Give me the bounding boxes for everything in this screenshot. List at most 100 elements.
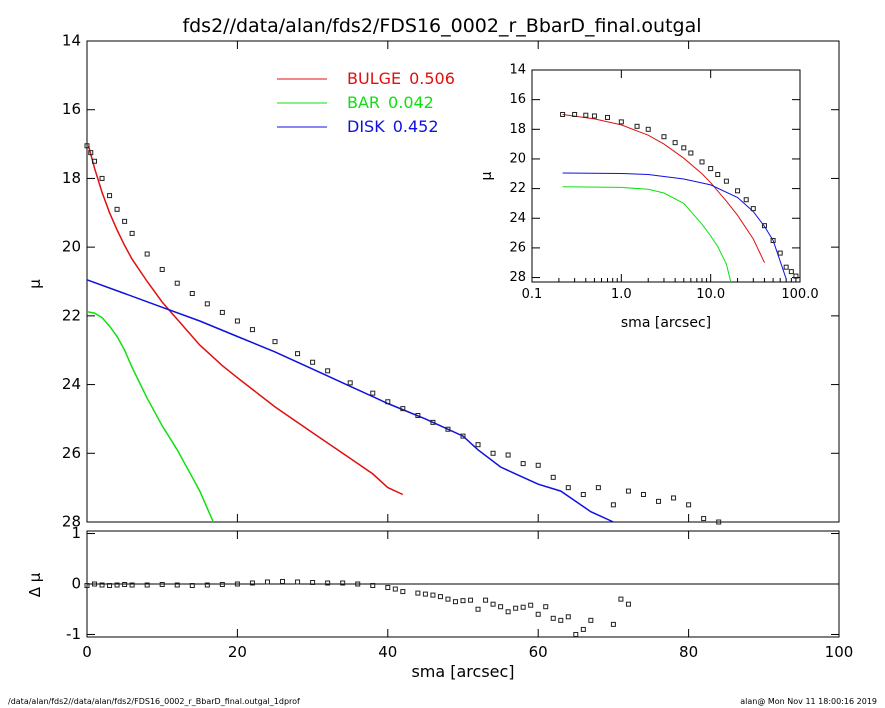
residual-x-label: sma [arcsec] [411, 662, 514, 681]
inset-y-tick-label: 24 [509, 211, 526, 226]
main-data-point [174, 280, 180, 286]
resid-data-point [452, 599, 458, 605]
resid-data-point [129, 582, 135, 588]
residual-series-group [84, 578, 839, 637]
inset-data-point [708, 166, 714, 172]
inset-x-tick-label: 1.0 [611, 287, 632, 302]
residual-y-label: Δ μ [26, 572, 44, 597]
inset-y-label: μ [479, 171, 495, 180]
inset-data-point [681, 145, 687, 151]
resid-data-point [550, 615, 556, 621]
resid-data-point [204, 582, 210, 588]
main-data-point [234, 318, 240, 324]
inset-plot-frame [531, 69, 801, 283]
main-bar-line [86, 310, 214, 523]
resid-data-point [580, 626, 586, 632]
resid-data-point [219, 582, 225, 588]
main-y-tick-label: 24 [62, 375, 81, 393]
main-data-point [92, 158, 98, 164]
main-data-point [219, 309, 225, 315]
main-data-point [430, 419, 436, 425]
main-data-point [671, 495, 677, 501]
resid-y-tick-label: 0 [71, 575, 81, 593]
main-data-point [400, 406, 406, 412]
main-data-point [204, 301, 210, 307]
inset-data-point [783, 264, 789, 270]
resid-data-point [460, 598, 466, 604]
inset-y-tick-label: 28 [509, 270, 526, 285]
main-title: fds2//data/alan/fds2/FDS16_0002_r_BbarD_… [182, 15, 701, 37]
main-data-point [625, 488, 631, 494]
resid-data-point [573, 631, 579, 637]
inset-disk-line [562, 172, 787, 280]
legend-bar-label: BAR 0.042 [347, 93, 434, 112]
resid-x-tick-label: 0 [82, 643, 92, 661]
main-data-point [88, 150, 94, 156]
main-data-point [99, 175, 105, 181]
resid-data-point [189, 583, 195, 589]
resid-y-tick-label: -1 [66, 625, 81, 643]
main-data-point [114, 206, 120, 212]
inset-data-point [672, 140, 678, 146]
inset-y-tick-label: 20 [509, 151, 526, 166]
main-data-point [122, 218, 128, 224]
resid-data-point [84, 583, 90, 589]
main-y-tick-label: 22 [62, 306, 81, 324]
main-data-point [520, 461, 526, 467]
resid-data-point [370, 583, 376, 589]
main-data-point [295, 351, 301, 357]
resid-data-point [437, 594, 443, 600]
resid-data-point [625, 601, 631, 607]
main-y-tick-label: 20 [62, 238, 81, 256]
inset-axis-ticks: 14 16 18 20 22 24 26 28 0.1 1.0 10.0 100.0 [509, 63, 818, 303]
inset-data-point [688, 150, 694, 156]
inset-bulge-line [562, 114, 765, 263]
resid-data-point [295, 579, 301, 585]
main-y-tick-label: 16 [62, 100, 81, 118]
resid-x-tick-label: 40 [378, 643, 397, 661]
resid-data-point [234, 581, 240, 587]
main-data-point [385, 399, 391, 405]
main-data-point [107, 193, 113, 199]
inset-data-point [750, 206, 756, 212]
resid-data-point [340, 580, 346, 586]
inset-y-tick-label: 22 [509, 181, 526, 196]
resid-y-tick-label: 1 [71, 524, 81, 542]
inset-data-point [793, 273, 799, 279]
inset-data-point [777, 250, 783, 256]
main-data-point [144, 251, 150, 257]
resid-data-point [520, 604, 526, 610]
resid-data-point [355, 581, 361, 587]
resid-data-point [588, 617, 594, 623]
resid-data-point [445, 596, 451, 602]
resid-data-point [107, 583, 113, 589]
inset-data-point [770, 237, 776, 243]
inset-data-point [591, 113, 597, 119]
inset-data-point [715, 172, 721, 178]
inset-data-point [604, 114, 610, 120]
resid-data-point [325, 580, 331, 586]
inset-series-group [560, 111, 799, 283]
main-y-tick-label: 14 [62, 32, 81, 50]
resid-data-point [122, 582, 128, 588]
main-data-point [159, 266, 165, 272]
resid-data-point [114, 582, 120, 588]
resid-data-point [280, 578, 286, 584]
main-data-point [656, 498, 662, 504]
main-data-point [580, 492, 586, 498]
main-disk-line [86, 279, 614, 523]
inset-y-tick-label: 14 [509, 63, 526, 78]
resid-data-point [430, 592, 436, 598]
resid-data-point [99, 582, 105, 588]
resid-data-point [422, 591, 428, 597]
resid-data-point [144, 582, 150, 588]
inset-data-point [618, 119, 624, 125]
main-data-point [686, 502, 692, 508]
resid-x-tick-label: 60 [529, 643, 548, 661]
main-y-tick-label: 18 [62, 169, 81, 187]
resid-x-tick-label: 80 [679, 643, 698, 661]
main-data-point [565, 485, 571, 491]
resid-data-point [618, 596, 624, 602]
main-data-point [716, 519, 722, 525]
